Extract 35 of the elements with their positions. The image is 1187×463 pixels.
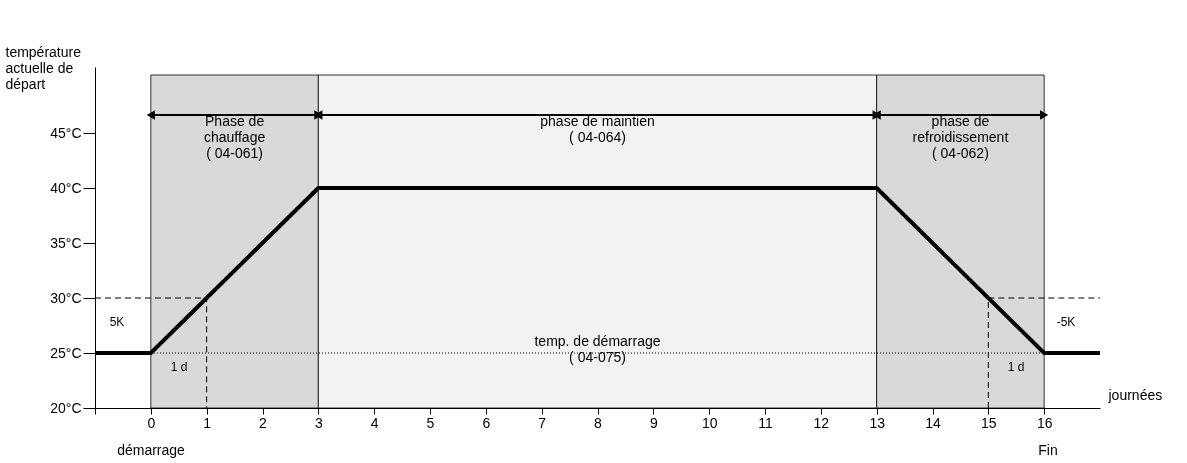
- annotation: -5K: [1056, 315, 1076, 329]
- band-label: phase de maintien ( 04-064): [540, 113, 655, 145]
- y-axis-title: température actuelle de départ: [5, 43, 82, 92]
- text: démarrage: [117, 442, 186, 458]
- x-tick-label: 8: [594, 414, 603, 431]
- x-tick-label: 16: [1036, 414, 1053, 431]
- x-tick-label: 2: [259, 414, 268, 431]
- x-tick-label: 0: [147, 414, 156, 431]
- x-tick-label: 10: [701, 414, 718, 431]
- annotation: 1 d: [170, 360, 188, 374]
- x-tick-label: 4: [370, 414, 379, 431]
- y-tick-label: 20°C: [50, 399, 82, 416]
- x-tick-label: 15: [981, 414, 997, 431]
- x-tick-label: 5: [426, 414, 435, 431]
- x-tick-label: 6: [482, 414, 491, 431]
- annotation: 1 d: [1007, 360, 1025, 374]
- y-tick-label: 45°C: [50, 124, 82, 141]
- band-label: phase de refroidissement ( 04-062): [912, 113, 1009, 161]
- y-tick-label: 30°C: [50, 289, 82, 306]
- y-tick-label: 40°C: [50, 179, 82, 196]
- x-tick-label: 1: [203, 414, 212, 431]
- y-tick-label: 25°C: [50, 344, 82, 361]
- annotation: 5K: [109, 315, 125, 329]
- x-tick-label: 14: [925, 414, 941, 431]
- x-tick-label: 13: [869, 414, 886, 431]
- text: Fin: [1038, 442, 1058, 458]
- x-tick-label: 9: [649, 414, 658, 431]
- x-tick-label: 7: [538, 414, 547, 431]
- y-tick-label: 35°C: [50, 234, 82, 251]
- x-tick-label: 11: [758, 414, 773, 431]
- x-tick-label: 12: [813, 414, 830, 431]
- x-tick-label: 3: [314, 414, 323, 431]
- band-label: Phase de chauffage ( 04-061): [203, 113, 266, 161]
- ref-line-label: temp. de démarrage ( 04-075): [534, 333, 661, 365]
- x-axis-title: journées: [1107, 386, 1163, 403]
